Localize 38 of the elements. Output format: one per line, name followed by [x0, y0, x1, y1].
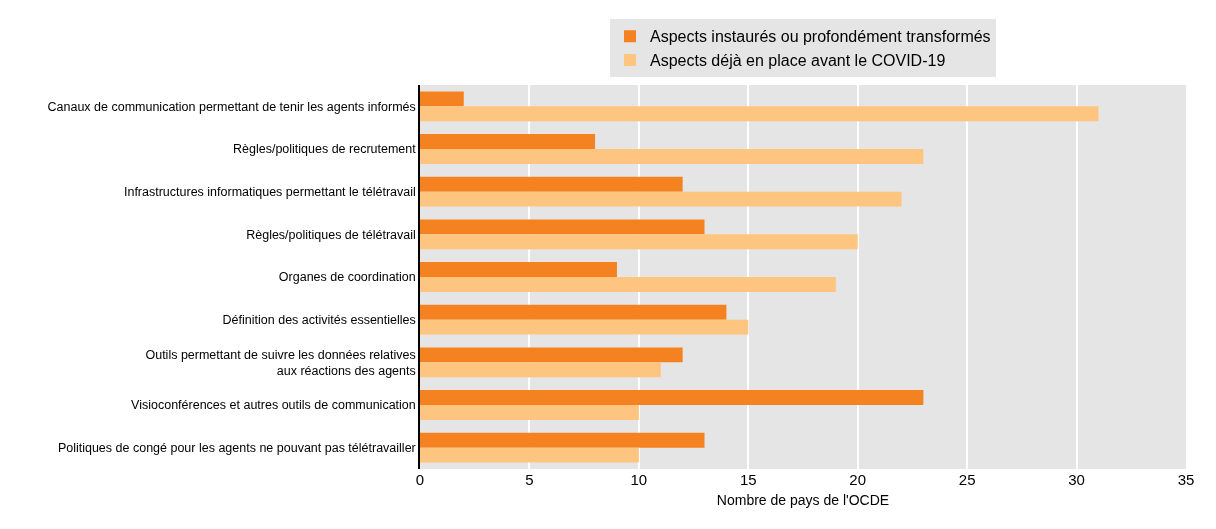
bar: [420, 447, 639, 463]
bar: [420, 234, 858, 250]
x-tick-label: 30: [1068, 471, 1085, 488]
y-tick-label: Visioconférences et autres outils de communication: [131, 398, 416, 413]
y-tick-label: Outils permettant de suivre les données relatives aux réactions des agents: [145, 347, 416, 378]
bar: [420, 191, 902, 207]
y-tick-label: Canaux de communication permettant de tenir les agents informés: [47, 99, 416, 114]
bar: [420, 390, 924, 405]
x-axis-title: Nombre de pays de l'OCDE: [716, 492, 890, 509]
bar: [420, 405, 639, 420]
bar: [420, 362, 661, 378]
bar: [420, 432, 705, 448]
y-tick-label: Infrastructures informatiques permettant le télétravail: [123, 185, 416, 200]
x-tick-label: 5: [525, 471, 534, 488]
bar: [420, 149, 924, 164]
x-tick-label: 25: [958, 471, 976, 488]
bar: [420, 106, 1099, 122]
bar: [420, 176, 683, 192]
x-tick-label: 35: [1177, 471, 1195, 488]
bar: [420, 219, 705, 235]
y-tick-label: Règles/politiques de recrutement: [233, 142, 417, 157]
legend-label: Aspects déjà en place avant le COVID-19: [650, 52, 946, 70]
y-tick-label: Définition des activités essentielles: [222, 313, 416, 328]
y-tick-label: Organes de coordination: [278, 270, 416, 285]
bar: [420, 91, 464, 107]
bar: [420, 319, 749, 335]
y-tick-label: Règles/politiques de télétravail: [246, 227, 416, 242]
bar: [420, 134, 596, 149]
x-tick-label: 15: [739, 471, 757, 488]
legend-label: Aspects instaurés ou profondément transformés: [650, 28, 991, 46]
y-tick-label: Politiques de congé pour les agents ne pouvant pas télétravailler: [57, 441, 416, 456]
bar: [420, 347, 683, 363]
bar: [420, 262, 617, 277]
bar: [420, 304, 727, 320]
x-tick-label: 0: [415, 471, 425, 488]
bar: [420, 277, 836, 292]
x-tick-label: 20: [849, 471, 867, 488]
x-tick-label: 10: [630, 471, 648, 488]
